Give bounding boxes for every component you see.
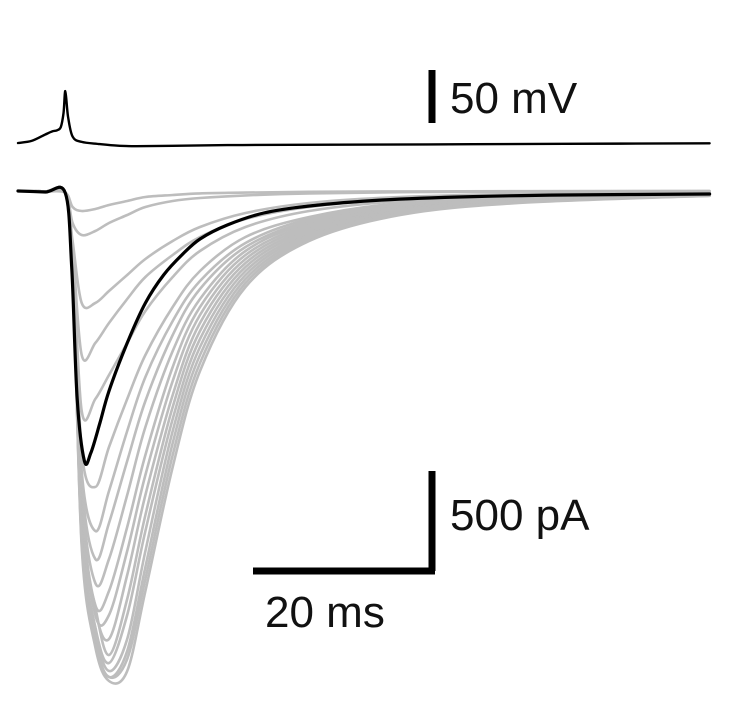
current-sweep-10 <box>16 186 711 613</box>
voltage-scale-label: 50 mV <box>450 74 578 123</box>
time-scale-label: 20 ms <box>265 588 385 637</box>
mean-current-group <box>16 185 712 467</box>
voltage-group <box>16 89 711 148</box>
voltage-trace <box>16 89 711 148</box>
scale-bars: 50 mV 500 pA 20 ms <box>253 70 590 637</box>
current-sweep-6 <box>16 186 711 489</box>
mean-current-trace <box>16 185 712 467</box>
current-scale-label: 500 pA <box>450 491 590 540</box>
current-sweep-8 <box>16 186 711 562</box>
current-sweep-13 <box>16 185 711 657</box>
current-sweep-11 <box>16 185 711 627</box>
current-sweep-9 <box>16 186 711 588</box>
